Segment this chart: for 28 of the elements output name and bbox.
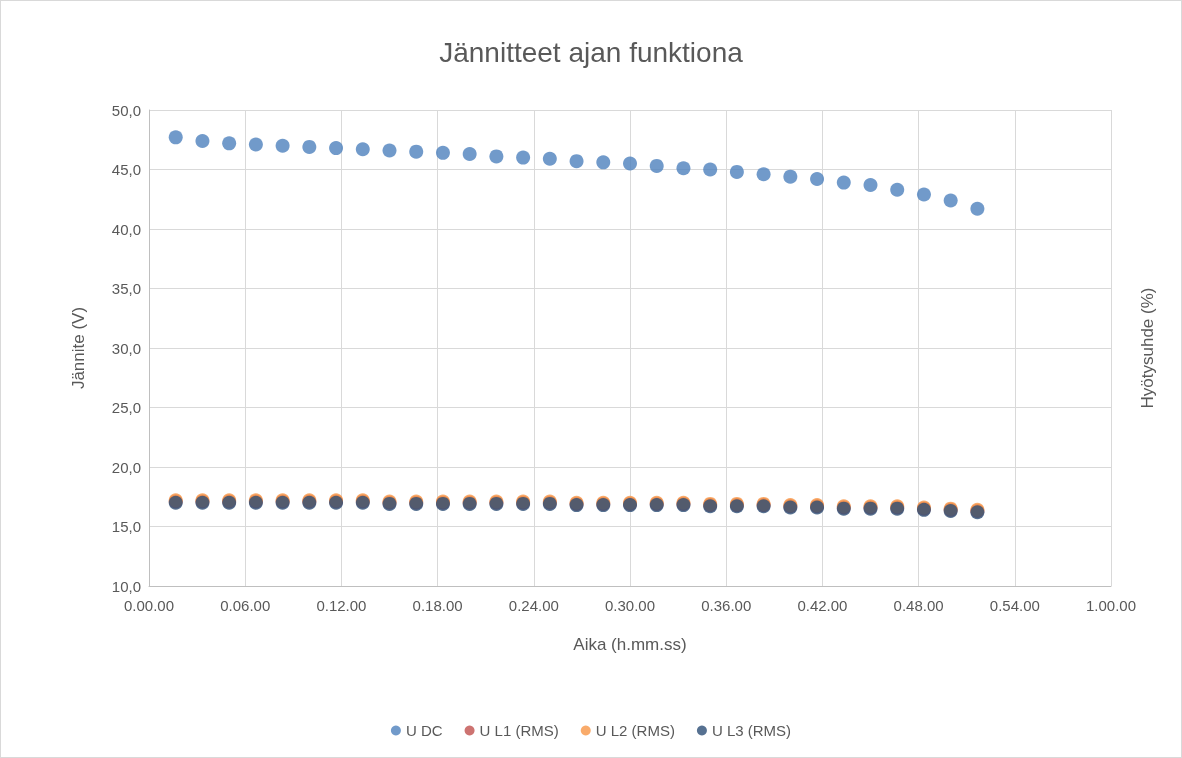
x-tick-label: 0.24.00 — [508, 597, 559, 614]
y-tick-label: 50,0 — [111, 101, 141, 119]
legend-label: U L2 (RMS) — [595, 722, 675, 739]
y-tick-label: 20,0 — [111, 458, 141, 476]
y-tick-label: 25,0 — [111, 399, 141, 416]
legend-label: U L3 (RMS) — [711, 722, 792, 739]
x-tick-label: 0.42.00 — [797, 597, 848, 614]
y-tick-label: 30,0 — [111, 339, 141, 357]
x-tick-label: 1.00.00 — [1085, 597, 1137, 614]
y-tick-label: 10,0 — [111, 577, 141, 595]
chart-title: Jännitteet ajan funktiona — [439, 36, 744, 68]
y-tick-label: 45,0 — [111, 161, 141, 178]
x-tick-label: 0.48.00 — [893, 597, 944, 614]
x-tick-label: 0.30.00 — [604, 597, 656, 614]
x-tick-label: 0.00.00 — [123, 597, 175, 614]
x-tick-label: 0.36.00 — [701, 597, 752, 614]
y-tick-label: 35,0 — [111, 280, 141, 297]
legend-label: U L1 (RMS) — [479, 722, 559, 739]
x-tick-label: 0.12.00 — [316, 597, 367, 614]
y-axis-title: Jännite (V) — [69, 306, 88, 390]
legend-label: U DC — [405, 722, 443, 739]
y-tick-label: 40,0 — [111, 220, 141, 238]
x-tick-label: 0.06.00 — [220, 597, 271, 614]
y2-axis-title: Hyötysuhde (%) — [1138, 287, 1157, 409]
y-tick-label: 15,0 — [111, 518, 141, 535]
x-tick-label: 0.18.00 — [412, 597, 463, 614]
x-axis-title: Aika (h.mm.ss) — [573, 635, 687, 654]
x-tick-label: 0.54.00 — [989, 597, 1040, 614]
